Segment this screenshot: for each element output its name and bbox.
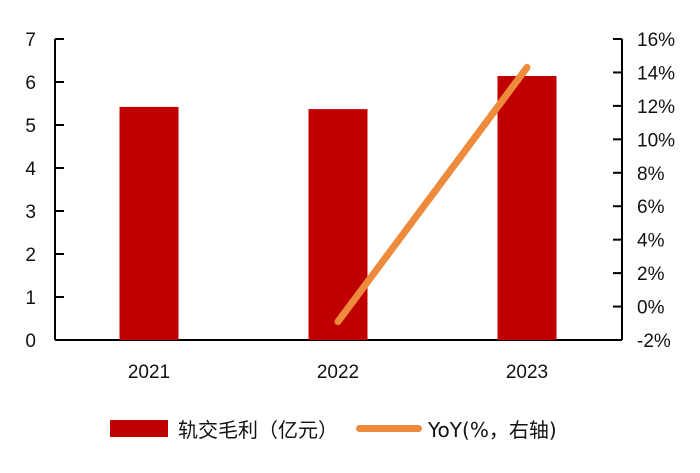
legend-label-yoy: YoY(%，右轴) — [428, 417, 557, 442]
right-tick-label: 8% — [637, 164, 665, 185]
legend: 轨交毛利（亿元） YoY(%，右轴) — [110, 413, 575, 443]
legend-label-gross-profit: 轨交毛利（亿元） — [178, 417, 338, 442]
right-tick-label: 12% — [637, 97, 675, 118]
left-tick-label: 4 — [25, 159, 36, 180]
legend-item-yoy: YoY(%，右轴) — [356, 414, 557, 443]
left-tick-label: 2 — [25, 245, 36, 266]
left-tick-label: 0 — [25, 331, 36, 352]
left-tick-label: 5 — [25, 116, 36, 137]
x-axis-labels: 2021 2022 2023 — [128, 362, 548, 383]
line-swatch-icon — [356, 424, 422, 432]
left-tick-label: 3 — [25, 202, 36, 223]
legend-item-gross-profit: 轨交毛利（亿元） — [110, 414, 338, 443]
right-tick-label: 0% — [637, 298, 665, 319]
right-tick-label: 14% — [637, 63, 675, 84]
right-tick-label: 2% — [637, 264, 665, 285]
right-tick-label: 6% — [637, 197, 665, 218]
right-tick-label: 4% — [637, 231, 665, 252]
left-tick-label: 7 — [25, 30, 36, 51]
yoy-line-series — [334, 63, 531, 326]
bar-2022 — [308, 109, 368, 340]
right-tick-label: 10% — [637, 130, 675, 151]
left-tick-label: 1 — [25, 288, 36, 309]
x-tick-label: 2023 — [506, 362, 548, 383]
x-tick-label: 2021 — [128, 362, 170, 383]
x-tick-label: 2022 — [317, 362, 359, 383]
bar-series — [119, 75, 557, 340]
right-tick-label: -2% — [637, 331, 671, 352]
bar-2021 — [119, 106, 179, 340]
right-tick-label: 16% — [637, 30, 675, 51]
left-tick-label: 6 — [25, 73, 36, 94]
right-y-axis: -2% 0% 2% 4% 6% 8% 10% 12% 14% 16% — [613, 30, 675, 352]
bar-2023 — [497, 75, 557, 340]
bar-swatch-icon — [110, 419, 168, 437]
